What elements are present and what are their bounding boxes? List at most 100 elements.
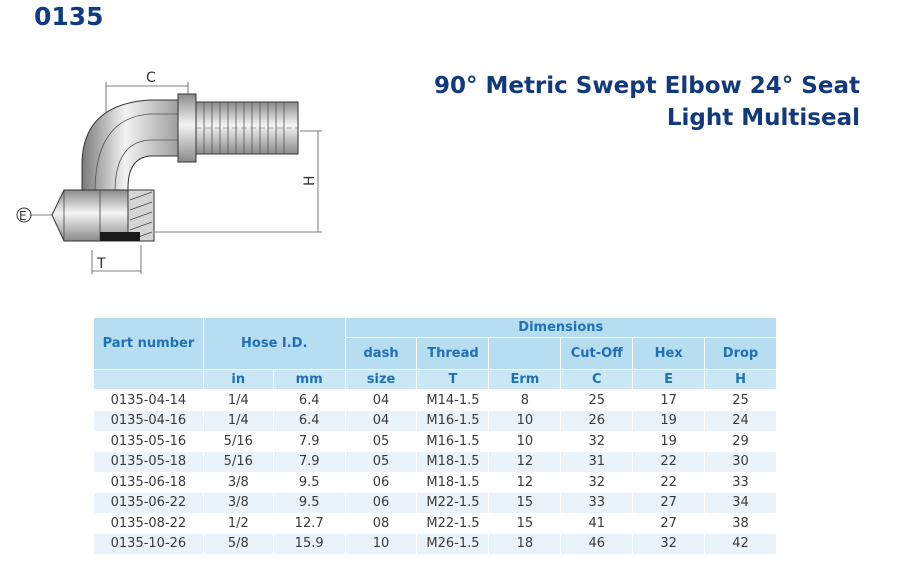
cell-hose-mm: 6.4 <box>272 389 346 411</box>
cell-hex: 17 <box>632 389 706 411</box>
cell-hex: 27 <box>632 492 706 513</box>
cell-erm: 10 <box>488 431 562 452</box>
cell-thread: M14-1.5 <box>416 389 490 411</box>
cell-hose-mm: 7.9 <box>272 431 346 452</box>
cell-hex: 27 <box>632 513 706 534</box>
cell-dash-size: 04 <box>344 410 418 431</box>
header-hose-id: Hose I.D. <box>202 317 346 370</box>
cell-dash-size: 05 <box>344 431 418 452</box>
collar <box>177 93 197 163</box>
header-thread: Thread <box>416 337 490 370</box>
cell-hose-mm: 15.9 <box>272 533 346 554</box>
cell-hex: 19 <box>632 431 706 452</box>
cell-hose-mm: 7.9 <box>272 451 346 472</box>
product-title: 90° Metric Swept Elbow 24° Seat Light Mu… <box>434 70 860 134</box>
cell-hose-in: 3/8 <box>202 492 274 513</box>
cell-hose-in: 5/16 <box>202 431 274 452</box>
cell-erm: 10 <box>488 410 562 431</box>
cell-cutoff: 46 <box>560 533 634 554</box>
cell-drop: 29 <box>704 431 777 452</box>
cell-hex: 22 <box>632 451 706 472</box>
cell-dash-size: 05 <box>344 451 418 472</box>
cell-thread: M16-1.5 <box>416 410 490 431</box>
cell-hose-in: 1/4 <box>202 389 274 411</box>
label-e: E <box>19 209 27 223</box>
cell-drop: 25 <box>704 389 777 411</box>
unit-e: E <box>632 369 706 390</box>
unit-h: H <box>704 369 777 390</box>
cell-part-number: 0135-05-18 <box>93 451 204 472</box>
cell-hose-mm: 12.7 <box>272 513 346 534</box>
unit-c: C <box>560 369 634 390</box>
cell-erm: 15 <box>488 492 562 513</box>
cell-cutoff: 26 <box>560 410 634 431</box>
cell-drop: 30 <box>704 451 777 472</box>
table-row: 0135-10-26 5/8 15.9 10 M26-1.5 18 46 32 … <box>93 533 777 554</box>
cell-dash-size: 06 <box>344 472 418 493</box>
cell-part-number: 0135-04-16 <box>93 410 204 431</box>
label-h: H <box>302 175 318 186</box>
cell-hose-in: 1/2 <box>202 513 274 534</box>
table-row: 0135-05-18 5/16 7.9 05 M18-1.5 12 31 22 … <box>93 451 777 472</box>
elbow-tube <box>81 99 191 193</box>
cell-thread: M22-1.5 <box>416 513 490 534</box>
cell-drop: 38 <box>704 513 777 534</box>
unit-erm: Erm <box>488 369 562 390</box>
unit-size: size <box>344 369 418 390</box>
cell-dash-size: 06 <box>344 492 418 513</box>
cell-cutoff: 25 <box>560 389 634 411</box>
header-part-number: Part number <box>93 317 204 370</box>
label-c: C <box>146 70 156 86</box>
header-dash: dash <box>344 337 418 370</box>
cell-thread: M16-1.5 <box>416 431 490 452</box>
cell-hose-in: 5/16 <box>202 451 274 472</box>
table-row: 0135-04-16 1/4 6.4 04 M16-1.5 10 26 19 2… <box>93 410 777 431</box>
cell-hose-mm: 6.4 <box>272 410 346 431</box>
cell-cutoff: 32 <box>560 431 634 452</box>
cell-thread: M22-1.5 <box>416 492 490 513</box>
header-dimensions: Dimensions <box>344 317 778 338</box>
cell-thread: M26-1.5 <box>416 533 490 554</box>
unit-t: T <box>416 369 490 390</box>
header-blank <box>488 337 562 370</box>
cell-part-number: 0135-06-18 <box>93 472 204 493</box>
cell-hose-in: 3/8 <box>202 472 274 493</box>
cell-hose-in: 5/8 <box>202 533 274 554</box>
title-line-1: 90° Metric Swept Elbow 24° Seat <box>433 73 860 99</box>
cell-thread: M18-1.5 <box>416 451 490 472</box>
cell-drop: 34 <box>704 492 777 513</box>
cell-erm: 12 <box>488 472 562 493</box>
cell-part-number: 0135-08-22 <box>93 513 204 534</box>
cell-hose-in: 1/4 <box>202 410 274 431</box>
unit-mm: mm <box>272 369 346 390</box>
table-row: 0135-08-22 1/2 12.7 08 M22-1.5 15 41 27 … <box>93 513 777 534</box>
cell-dash-size: 08 <box>344 513 418 534</box>
cell-hex: 22 <box>632 472 706 493</box>
cell-hex: 19 <box>632 410 706 431</box>
cell-hex: 32 <box>632 533 706 554</box>
cell-cutoff: 41 <box>560 513 634 534</box>
table-row: 0135-06-22 3/8 9.5 06 M22-1.5 15 33 27 3… <box>93 492 777 513</box>
cell-erm: 15 <box>488 513 562 534</box>
unit-blank <box>93 369 204 390</box>
cell-part-number: 0135-10-26 <box>93 533 204 554</box>
cell-part-number: 0135-04-14 <box>93 389 204 411</box>
cell-drop: 24 <box>704 410 777 431</box>
cell-dash-size: 04 <box>344 389 418 411</box>
cell-cutoff: 33 <box>560 492 634 513</box>
title-line-2: Light Multiseal <box>666 105 860 131</box>
cell-hose-mm: 9.5 <box>272 472 346 493</box>
cell-erm: 12 <box>488 451 562 472</box>
label-e-circle <box>16 207 32 223</box>
cell-hose-mm: 9.5 <box>272 492 346 513</box>
cell-erm: 18 <box>488 533 562 554</box>
header-drop: Drop <box>704 337 777 370</box>
cell-part-number: 0135-06-22 <box>93 492 204 513</box>
cell-thread: M18-1.5 <box>416 472 490 493</box>
cell-cutoff: 31 <box>560 451 634 472</box>
header-cutoff: Cut-Off <box>560 337 634 370</box>
o-ring <box>100 232 140 241</box>
cell-erm: 8 <box>488 389 562 411</box>
cell-dash-size: 10 <box>344 533 418 554</box>
header-hex: Hex <box>632 337 706 370</box>
